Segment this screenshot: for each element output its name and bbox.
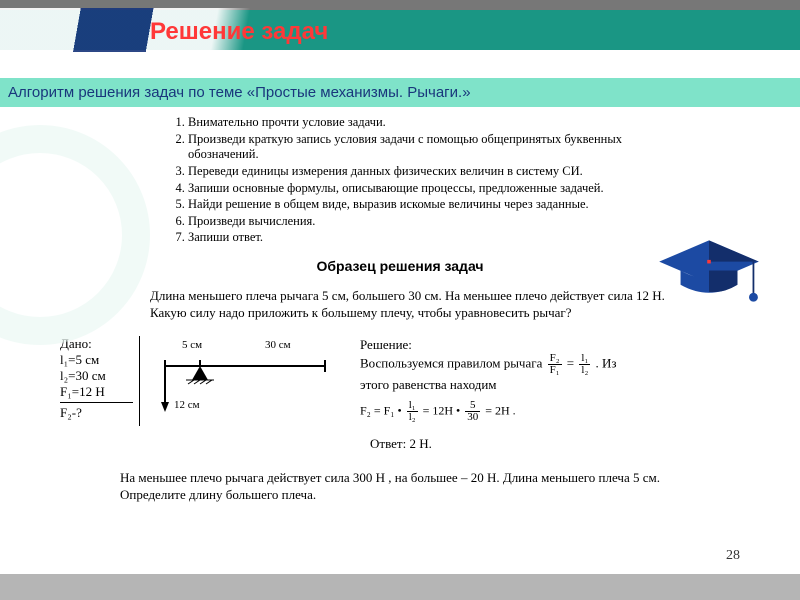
page-number: 28 [726, 548, 740, 564]
problem2-text: На меньшее плечо рычага действует сила 3… [120, 470, 680, 504]
algo-step: Переведи единицы измерения данных физиче… [188, 164, 670, 180]
given-block: Дано: l₁=5 см l₂=30 см F₁=12 Н F₂-? [60, 336, 140, 426]
solution-line-1: Воспользуемся правилом рычага F₂ F₁ = l₁… [360, 353, 640, 394]
algo-step: Внимательно прочти условие задачи. [188, 115, 670, 131]
algorithm-steps-list: Внимательно прочти условие задачи. Произ… [170, 115, 670, 246]
algo-step: Найди решение в общем виде, выразив иско… [188, 197, 670, 213]
given-line: l₂=30 см [60, 368, 133, 384]
answer-line: Ответ: 2 Н. [370, 436, 800, 452]
diagram-force-label: 12 см [174, 399, 200, 411]
solution-label: Решение: [360, 336, 640, 354]
solution-text: Воспользуемся правилом рычага [360, 356, 546, 371]
algo-step: Запиши ответ. [188, 230, 670, 246]
bottom-grey-bar [0, 574, 800, 600]
graduation-cap-icon [654, 235, 764, 315]
header-swoosh-decoration [0, 8, 800, 52]
given-line: F₁=12 Н [60, 384, 133, 400]
solution-formula-line: F₂ = F₁ • l₁l₂ = 12H • 530 = 2H . [360, 400, 640, 423]
worked-solution-row: Дано: l₁=5 см l₂=30 см F₁=12 Н F₂-? 5 см… [60, 336, 800, 426]
algo-step: Произведи вычисления. [188, 214, 670, 230]
lever-rule-fraction-2: l₁ l₂ [577, 353, 592, 376]
given-line: F₂-? [60, 402, 133, 421]
problem-text: Длина меньшего плеча рычага 5 см, больше… [150, 288, 680, 322]
diagram-left-label: 5 см [182, 339, 202, 351]
lever-diagram: 5 см 30 см 12 см [140, 336, 340, 426]
algo-step: Запиши основные формулы, описывающие про… [188, 181, 670, 197]
page-title: Решение задач [150, 18, 328, 46]
circle-watermark [0, 125, 150, 345]
diagram-right-label: 30 см [265, 339, 291, 351]
slide-body: Внимательно прочти условие задачи. Произ… [0, 115, 800, 504]
algorithm-heading-strip: Алгоритм решения задач по теме «Простые … [0, 78, 800, 107]
given-line: l₁=5 см [60, 352, 133, 368]
solution-block: Решение: Воспользуемся правилом рычага F… [340, 336, 640, 426]
lever-rule-fraction: F₂ F₁ [546, 353, 564, 376]
header-band [0, 10, 800, 50]
algo-step: Произведи краткую запись условия задачи … [188, 132, 670, 163]
